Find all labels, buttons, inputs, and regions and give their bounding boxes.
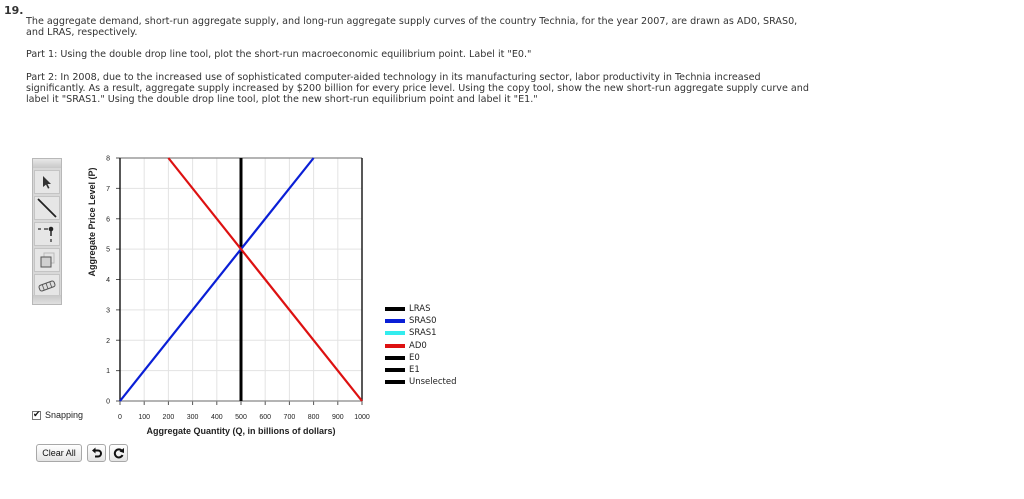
question-part2: Part 2: In 2008, due to the increased us… [26, 71, 809, 106]
curve-ad0[interactable] [167, 157, 363, 402]
legend-label: Unselected [409, 377, 457, 388]
question-text: The aggregate demand, short-run aggregat… [26, 16, 816, 116]
legend-swatch [385, 343, 405, 348]
axes: 0 100 200 300 400 500 600 700 800 900 1000 0 1 2 3 4 5 6 7… [106, 156, 370, 422]
eraser-tool-button[interactable] [34, 274, 60, 298]
arrow-pointer-icon [43, 176, 51, 189]
x-tick-label: 100 [138, 414, 150, 421]
curve-sras0[interactable] [119, 157, 315, 402]
x-axis-label: Aggregate Quantity (Q, in billions of do… [146, 426, 335, 436]
y-tick-label: 2 [106, 338, 110, 345]
legend-item-e1[interactable]: E1 [385, 364, 457, 376]
question-intro: The aggregate demand, short-run aggregat… [26, 16, 798, 39]
y-tick-label: 0 [106, 399, 110, 406]
legend-label: E0 [409, 352, 420, 363]
y-tick-label: 8 [106, 156, 110, 163]
y-tick-label: 6 [106, 216, 110, 223]
line-tool-button[interactable] [34, 196, 60, 220]
line-icon [37, 198, 57, 218]
eraser-icon [38, 280, 56, 292]
legend-label: SRAS1 [409, 328, 437, 339]
legend-label: E1 [409, 365, 420, 376]
x-tick-label: 900 [332, 414, 344, 421]
toolbar-footer [33, 295, 61, 304]
legend-swatch [385, 368, 405, 373]
legend-item-sras0[interactable]: SRAS0 [385, 315, 457, 327]
x-tick-label: 200 [163, 414, 175, 421]
x-tick-label: 1000 [354, 414, 370, 421]
drawing-toolbar [32, 158, 62, 305]
x-tick-label: 400 [211, 414, 223, 421]
x-tick-label: 700 [284, 414, 296, 421]
undo-icon [91, 447, 102, 458]
y-tick-label: 4 [106, 277, 110, 284]
x-tick-label: 800 [308, 414, 320, 421]
copy-tool-button[interactable] [34, 248, 60, 272]
legend-item-unselected[interactable]: Unselected [385, 376, 457, 388]
double-drop-line-tool-button[interactable] [34, 222, 60, 246]
select-tool-button[interactable] [34, 170, 60, 194]
snapping-label: Snapping [45, 410, 84, 420]
legend-swatch [385, 307, 405, 312]
legend-swatch [385, 331, 405, 336]
legend-swatch [385, 380, 405, 385]
curve-legend: LRAS SRAS0 SRAS1 AD0 E0 E1 Unselected [385, 303, 457, 388]
legend-item-lras[interactable]: LRAS [385, 303, 457, 315]
toolbar-header [33, 159, 61, 168]
legend-label: AD0 [409, 340, 427, 351]
question-part1: Part 1: Using the double drop line tool,… [26, 49, 532, 61]
clear-all-button[interactable]: Clear All [36, 444, 82, 462]
y-tick-label: 5 [106, 247, 110, 254]
graph-canvas[interactable]: 0 100 200 300 400 500 600 700 800 900 1000 0 1 2 3 4 5 6 7… [0, 0, 400, 445]
drop-line-icon [38, 226, 54, 242]
legend-swatch [385, 355, 405, 360]
snapping-toggle[interactable]: Snapping [32, 409, 84, 420]
copy-icon [40, 252, 55, 268]
legend-swatch [385, 319, 405, 324]
legend-label: SRAS0 [409, 316, 437, 327]
redo-icon [113, 448, 124, 459]
x-tick-label: 500 [235, 414, 247, 421]
plotted-curves[interactable] [119, 157, 363, 402]
x-tick-label: 600 [259, 414, 271, 421]
legend-item-sras1[interactable]: SRAS1 [385, 327, 457, 339]
undo-button[interactable] [87, 444, 106, 462]
x-tick-label: 300 [187, 414, 199, 421]
legend-item-e0[interactable]: E0 [385, 352, 457, 364]
redo-button[interactable] [109, 444, 128, 462]
question-number: 19. [4, 4, 24, 17]
y-tick-label: 7 [106, 186, 110, 193]
x-tick-label: 0 [118, 414, 122, 421]
snapping-checkbox[interactable] [32, 409, 41, 420]
y-tick-label: 3 [106, 307, 110, 314]
legend-item-ad0[interactable]: AD0 [385, 340, 457, 352]
y-tick-label: 1 [106, 368, 110, 375]
legend-label: LRAS [409, 304, 431, 315]
